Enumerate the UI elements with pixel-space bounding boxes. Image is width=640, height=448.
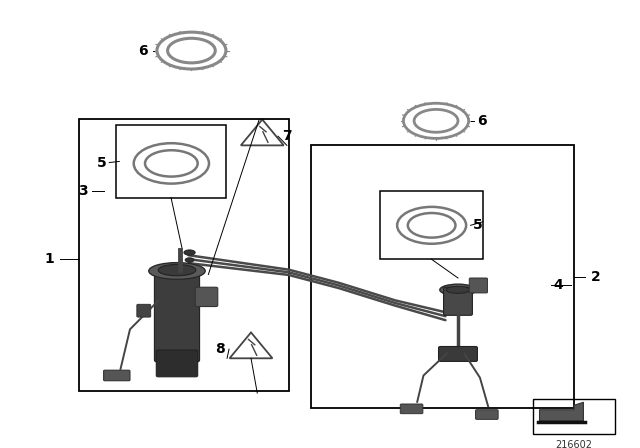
FancyBboxPatch shape bbox=[104, 370, 130, 381]
Text: 8: 8 bbox=[215, 342, 225, 356]
Ellipse shape bbox=[148, 263, 205, 279]
FancyBboxPatch shape bbox=[469, 278, 488, 293]
FancyBboxPatch shape bbox=[156, 350, 198, 377]
Bar bbox=[533, 399, 615, 434]
Ellipse shape bbox=[446, 286, 470, 293]
Polygon shape bbox=[540, 402, 584, 421]
Ellipse shape bbox=[440, 284, 476, 296]
Ellipse shape bbox=[158, 264, 196, 276]
Ellipse shape bbox=[184, 250, 195, 255]
Text: 6: 6 bbox=[138, 43, 148, 58]
Text: 5: 5 bbox=[473, 218, 483, 233]
Bar bbox=[116, 125, 226, 198]
Text: 4: 4 bbox=[554, 279, 563, 293]
FancyBboxPatch shape bbox=[438, 346, 477, 362]
FancyBboxPatch shape bbox=[400, 404, 423, 414]
Text: 216602: 216602 bbox=[556, 440, 593, 448]
FancyBboxPatch shape bbox=[444, 287, 472, 315]
FancyBboxPatch shape bbox=[476, 410, 498, 419]
Ellipse shape bbox=[185, 258, 194, 262]
Text: 7: 7 bbox=[283, 129, 292, 143]
Bar bbox=[380, 191, 483, 259]
FancyBboxPatch shape bbox=[137, 304, 150, 317]
Text: 1: 1 bbox=[44, 252, 54, 266]
Bar bbox=[310, 145, 574, 409]
Text: 3: 3 bbox=[78, 184, 88, 198]
Text: 5: 5 bbox=[97, 155, 107, 169]
Bar bbox=[79, 119, 289, 391]
FancyBboxPatch shape bbox=[154, 271, 200, 362]
FancyBboxPatch shape bbox=[195, 287, 218, 306]
Text: 2: 2 bbox=[591, 270, 601, 284]
Text: 6: 6 bbox=[477, 114, 486, 128]
